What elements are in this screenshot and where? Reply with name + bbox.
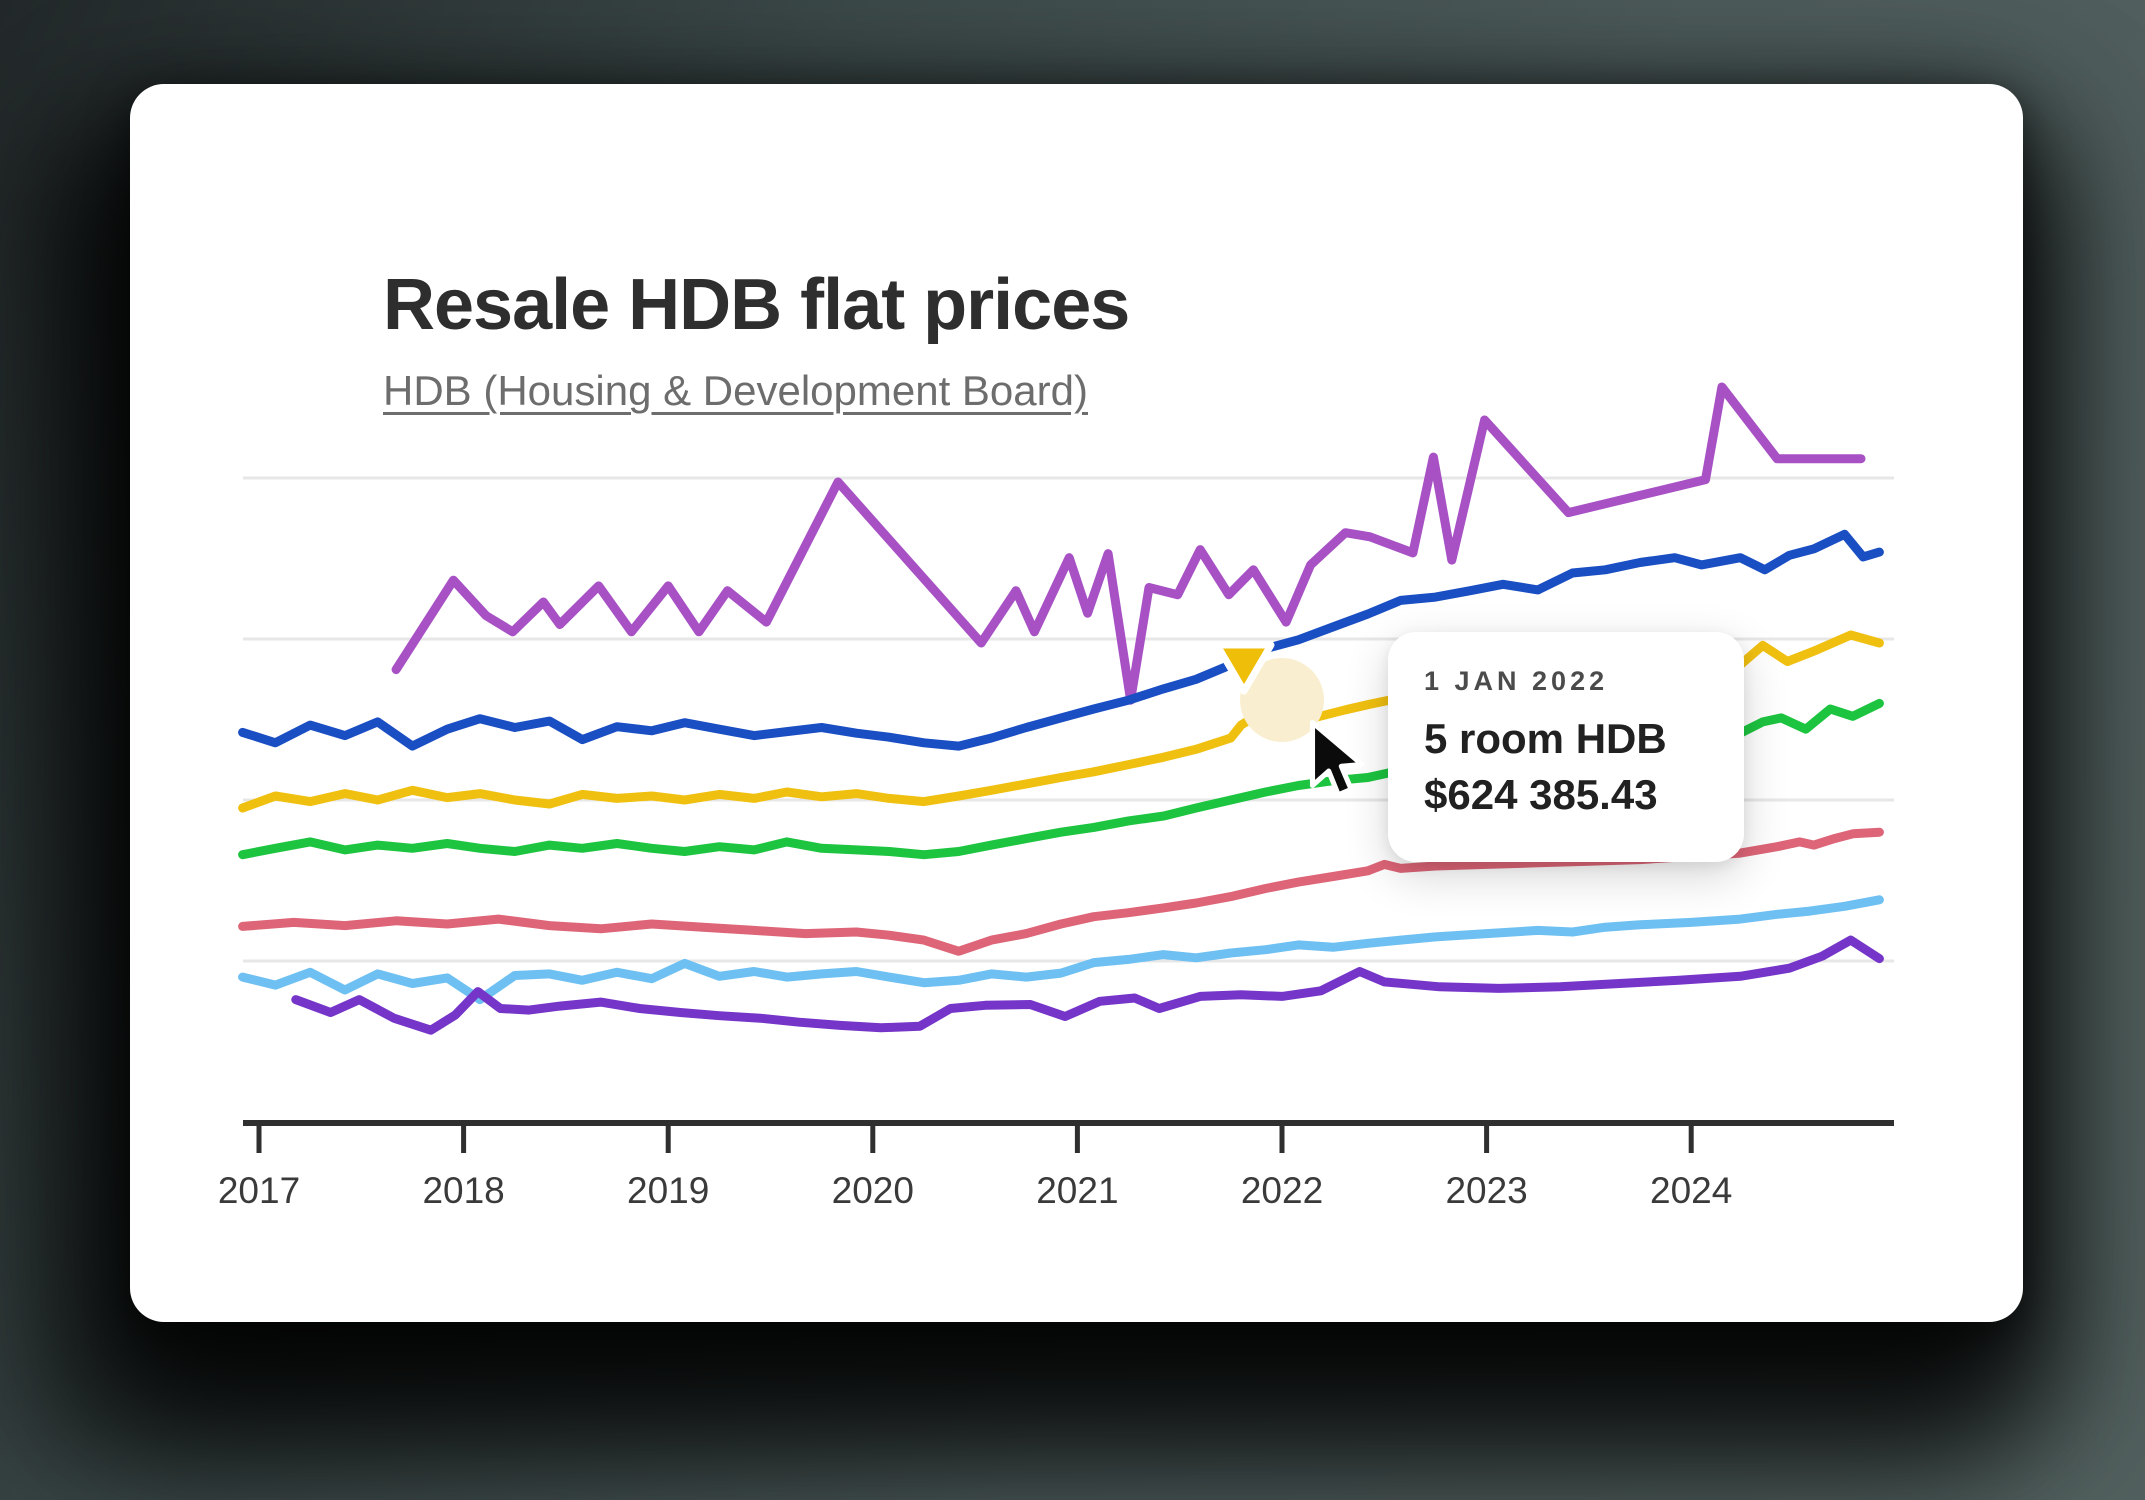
tooltip-date: 1 JAN 2022 bbox=[1424, 666, 1609, 696]
x-axis-tick-label: 2021 bbox=[1036, 1170, 1118, 1211]
x-axis-tick-label: 2019 bbox=[627, 1170, 709, 1211]
series-line-dark-blue bbox=[238, 529, 1884, 751]
series-line-violet bbox=[291, 935, 1884, 1035]
tooltip-price-value: $624 385.43 bbox=[1424, 771, 1658, 818]
hover-marker-triangle-icon bbox=[1213, 641, 1275, 695]
x-axis-tick-label: 2023 bbox=[1445, 1170, 1527, 1211]
x-axis-tick-label: 2024 bbox=[1650, 1170, 1732, 1211]
x-axis-tick-label: 2018 bbox=[422, 1170, 504, 1211]
series-line-light-blue bbox=[238, 895, 1884, 1005]
x-axis-tick-label: 2022 bbox=[1241, 1170, 1323, 1211]
x-axis-tick-label: 2020 bbox=[832, 1170, 914, 1211]
source-link[interactable]: HDB (Housing & Development Board) bbox=[383, 367, 1088, 414]
tooltip-series-label: 5 room HDB bbox=[1424, 715, 1667, 762]
chart-tooltip: 1 JAN 2022 5 room HDB $624 385.43 bbox=[1388, 632, 1744, 862]
mouse-cursor-pointer-icon bbox=[1309, 719, 1365, 798]
x-axis-tick-label: 2017 bbox=[218, 1170, 300, 1211]
series-line-magenta bbox=[391, 382, 1866, 705]
page-title: Resale HDB flat prices bbox=[383, 265, 1130, 345]
